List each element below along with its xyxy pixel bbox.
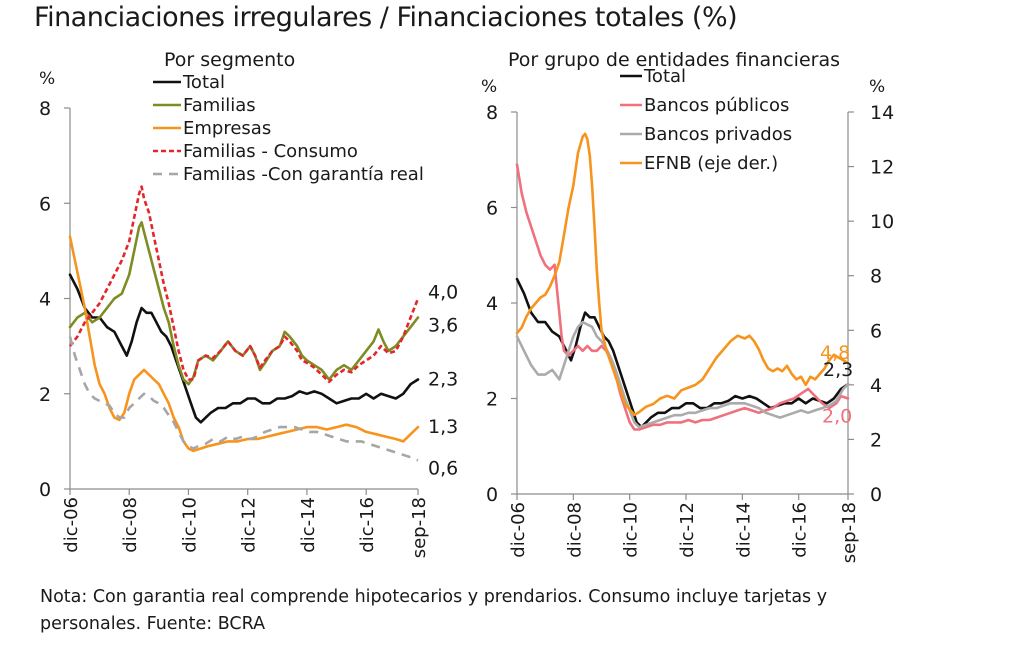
x-tick-label: dic-06 [508,502,529,558]
series-line-familias [68,221,420,386]
chart-title: Financiaciones irregulares / Financiacio… [34,2,738,33]
y2-tick-label: 14 [870,102,894,124]
chart-subtitle: Por grupo de entidades financieras [508,49,840,71]
x-tick-label: dic-16 [790,502,811,558]
y-tick-label: 0 [486,484,498,506]
x-tick-label: dic-08 [564,502,585,558]
legend-label: Bancos públicos [644,95,789,116]
legend-label: Familias [183,95,256,116]
end-value-label: 4,8 [820,342,850,364]
x-tick-label: dic-12 [239,497,260,553]
series-line-total [68,273,420,424]
legend-label: Bancos privados [644,124,792,145]
end-value-label: 4,0 [428,282,458,304]
legend-label: Familias -Con garantía real [183,164,424,185]
y-axis-unit: % [481,77,497,97]
y2-tick-label: 12 [870,157,894,179]
x-tick-label: dic-14 [733,502,754,558]
y2-tick-label: 10 [870,211,894,233]
y-tick-label: 8 [486,102,498,124]
y2-tick-label: 4 [870,375,882,397]
y-tick-label: 2 [486,389,498,411]
chart-panel-2: Por grupo de entidades financieras% 0 2 4 6 8… [481,49,894,563]
y2-tick-label: 2 [870,429,882,451]
legend-label: Empresas [183,118,271,139]
legend-label: Total [182,72,225,93]
legend-label: EFNB (eje der.) [644,153,778,174]
end-value-label: 0,6 [428,457,458,479]
y-tick-label: 4 [486,293,498,315]
y2-tick-label: 6 [870,320,882,342]
series-line-bancos-privados [515,320,850,429]
y2-tick-label: 0 [870,484,882,506]
series-line-familias-consumo [68,185,420,384]
series-line-efnb-eje-der [515,132,850,417]
y-tick-label: 6 [39,193,51,215]
end-value-label: 2,3 [428,368,458,390]
chart-panel-1: Por segmento% 0 2 4 6 8 dic-06 dic-08 dic-10 dic-… [39,49,458,558]
x-tick-label: dic-10 [179,497,200,553]
chart-note: Nota: Con garantia real comprende hipote… [40,587,828,634]
y2-tick-label: 8 [870,266,882,288]
x-tick-label: dic-12 [677,502,698,558]
y-tick-label: 0 [39,479,51,501]
y-tick-label: 4 [39,289,51,311]
x-tick-label: dic-14 [298,497,319,553]
end-value-label: 3,6 [428,315,458,337]
chart-subtitle: Por segmento [164,49,295,71]
end-value-label: 1,3 [428,416,458,438]
y-tick-label: 8 [39,98,51,120]
x-tick-label: sep-18 [409,497,430,558]
y2-axis-unit: % [869,77,885,97]
legend-label: Familias - Consumo [183,141,358,162]
series-line-bancos-publicos [515,163,850,431]
y-axis-unit: % [39,69,55,89]
series-line-empresas [68,235,420,453]
x-tick-label: dic-10 [621,502,642,558]
end-value-label: 2,3 [823,359,853,381]
x-tick-label: sep-18 [839,502,860,563]
x-tick-label: dic-08 [120,497,141,553]
end-value-label: 2,0 [822,406,852,428]
legend-label: Total [643,66,686,87]
x-tick-label: dic-16 [357,497,378,553]
y-tick-label: 6 [486,198,498,220]
x-tick-label: dic-06 [61,497,82,553]
y-tick-label: 2 [39,384,51,406]
